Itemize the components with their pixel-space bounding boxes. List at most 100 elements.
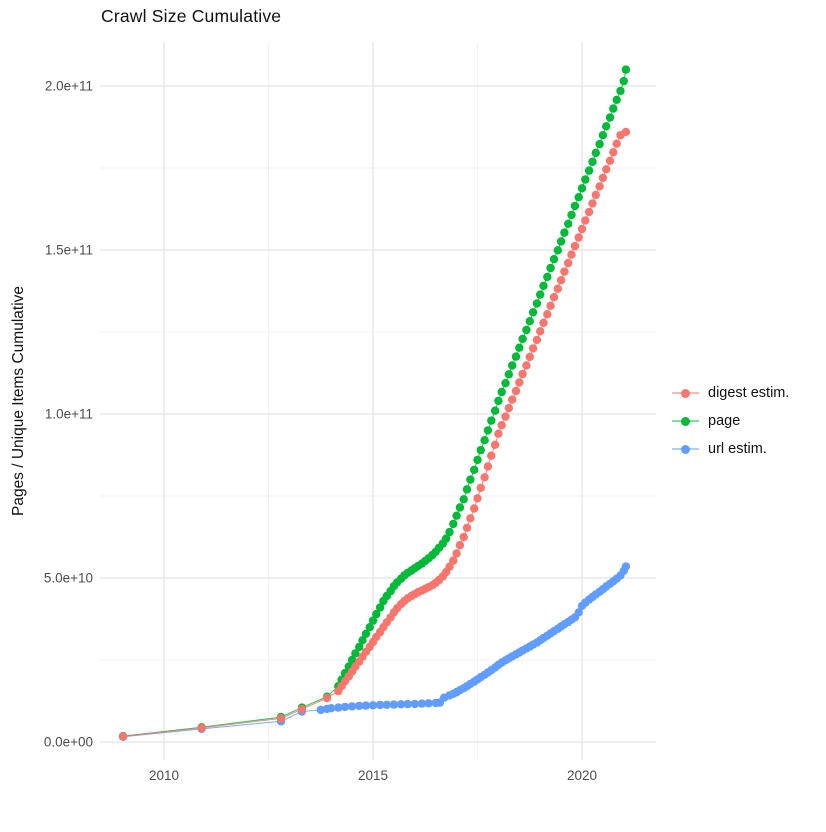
data-point (508, 361, 517, 370)
data-point (595, 182, 604, 191)
data-point (197, 723, 206, 733)
data-point (276, 714, 286, 723)
data-point (365, 623, 374, 632)
y-tick-label: 5.0e+10 (44, 571, 93, 586)
data-point (347, 702, 357, 711)
data-point (556, 276, 566, 285)
data-point (417, 699, 427, 708)
data-point (403, 699, 412, 709)
data-point (466, 514, 475, 523)
x-tick-label: 2010 (149, 768, 179, 783)
data-point (410, 699, 419, 709)
data-point (347, 655, 357, 665)
data-point (560, 228, 569, 237)
data-point (487, 416, 496, 425)
data-point (334, 703, 343, 712)
chart-title: Crawl Size Cumulative (101, 6, 282, 26)
data-point (483, 462, 493, 471)
data-point (470, 504, 479, 513)
data-point (372, 609, 381, 619)
data-point (515, 343, 524, 352)
data-point (327, 704, 336, 713)
data-point (605, 156, 615, 165)
data-point (577, 224, 587, 234)
data-point (598, 173, 608, 182)
data-point (570, 201, 580, 211)
data-point (621, 65, 631, 74)
data-point (605, 113, 615, 122)
data-point (466, 475, 475, 484)
data-point (340, 702, 350, 712)
series-line-urlestim (122, 566, 627, 738)
data-point (588, 157, 597, 166)
data-point (483, 426, 493, 435)
data-point (396, 700, 406, 709)
data-point (543, 310, 552, 319)
data-point (449, 519, 458, 529)
data-point (560, 267, 569, 276)
data-point (355, 642, 364, 652)
data-point (361, 701, 371, 710)
data-point (549, 293, 559, 302)
data-point (490, 440, 500, 449)
data-point (598, 131, 608, 140)
data-point (375, 603, 385, 612)
data-point (368, 701, 378, 710)
x-tick-label: 2020 (567, 768, 597, 783)
legend-key-page (672, 414, 699, 428)
data-point (549, 255, 559, 264)
data-point (588, 199, 597, 208)
data-point (574, 608, 583, 617)
data-point (591, 190, 600, 200)
data-point (564, 258, 573, 268)
data-point (494, 429, 503, 438)
data-point (487, 451, 496, 460)
data-point (358, 636, 367, 645)
legend-item-digest: digest estim. (672, 379, 789, 407)
legend: digest estim. page url estim. (672, 379, 789, 463)
y-tick-label: 1.5e+11 (45, 243, 93, 258)
data-point (591, 148, 600, 158)
data-point (556, 237, 566, 246)
data-point (462, 523, 472, 532)
data-point (564, 219, 573, 228)
data-point (570, 241, 580, 251)
data-point (543, 272, 552, 282)
data-point (539, 318, 548, 327)
data-point (501, 379, 510, 388)
data-point (118, 732, 128, 741)
data-point (473, 494, 482, 503)
data-point (459, 495, 468, 504)
data-point (553, 246, 562, 255)
data-point (382, 700, 391, 709)
data-point (515, 378, 524, 387)
data-point (525, 352, 534, 362)
data-point (621, 127, 631, 137)
data-point (595, 139, 604, 149)
legend-key-url (672, 442, 699, 456)
data-point (619, 76, 628, 86)
data-point (612, 139, 621, 148)
data-point (574, 233, 583, 242)
data-point (522, 325, 531, 335)
data-point (553, 284, 562, 293)
data-point (581, 175, 590, 184)
data-point (508, 395, 517, 404)
data-point (473, 455, 482, 465)
y-axis-title: Pages / Unique Items Cumulative (10, 285, 27, 517)
legend-item-page: page (672, 407, 789, 435)
x-tick-label: 2015 (358, 768, 388, 783)
data-point (452, 549, 461, 558)
data-point (528, 344, 538, 353)
data-point (567, 250, 576, 259)
data-point (536, 327, 545, 336)
data-point (546, 263, 555, 273)
legend-key-digest (672, 386, 699, 400)
data-point (518, 334, 527, 344)
data-point (539, 281, 548, 290)
data-point (518, 369, 527, 379)
legend-item-url: url estim. (672, 435, 789, 463)
data-point (470, 465, 479, 474)
data-point (621, 562, 631, 571)
